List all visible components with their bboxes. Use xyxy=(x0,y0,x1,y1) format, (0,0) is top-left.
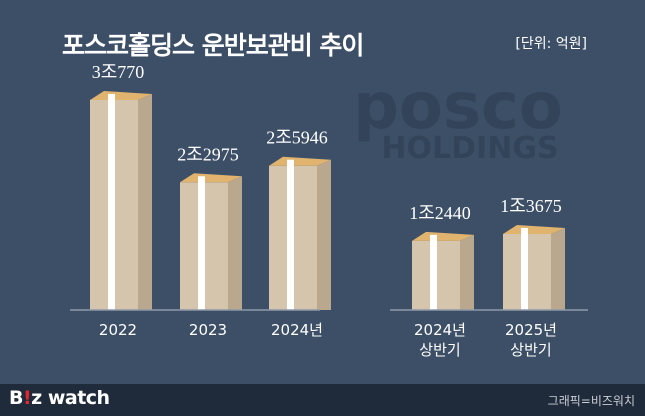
chart-svg: posco HOLDINGS 3조770 2022 2조2975 2023 2조5946… xyxy=(70,62,588,359)
brand-text: z watch xyxy=(31,387,110,409)
x-tick-label: 2025년 xyxy=(505,321,557,339)
x-tick-label: 상반기 xyxy=(510,341,551,359)
bar-band xyxy=(108,94,115,310)
x-tick-label: 2022 xyxy=(99,321,137,339)
bar-side xyxy=(228,176,242,310)
bar-top xyxy=(503,224,565,234)
graphic-credit: 그래픽=비즈워치 xyxy=(547,394,635,408)
x-tick-label: 상반기 xyxy=(419,341,460,359)
bar-2024년 xyxy=(269,156,331,310)
bar-2023 xyxy=(180,173,242,310)
data-label: 2조2975 xyxy=(177,144,239,164)
bar-band xyxy=(521,227,528,310)
bar-side xyxy=(138,94,152,310)
x-tick-label: 2024년 xyxy=(271,321,323,339)
bar-side xyxy=(460,234,474,310)
x-tick-label: 2023 xyxy=(189,321,227,339)
bar-band xyxy=(287,159,294,310)
bar-side xyxy=(317,159,331,310)
data-label: 1조3675 xyxy=(500,196,562,216)
bar-top xyxy=(269,156,331,166)
footer-bar: B!z watch 그래픽=비즈워치 xyxy=(0,384,645,416)
unit-label: [단위: 억원] xyxy=(515,36,587,52)
x-tick-label: 2024년 xyxy=(414,321,466,339)
bar-band xyxy=(430,234,437,310)
bar-2022 xyxy=(90,91,152,310)
axis-layer: 3조770 2022 2조2975 2023 2조5946 2024년 1조2440 2024… xyxy=(70,62,588,359)
brand-exclamation: ! xyxy=(22,387,32,409)
brand-logo: B!z watch xyxy=(9,387,110,409)
bar-2025년-상반기 xyxy=(503,224,565,310)
bar-side xyxy=(551,227,565,310)
bar-top xyxy=(180,173,242,183)
bars-layer xyxy=(90,91,565,310)
bar-top xyxy=(412,231,474,241)
bar-top xyxy=(90,91,152,100)
data-label: 1조2440 xyxy=(409,203,471,223)
data-label: 2조5946 xyxy=(266,128,328,148)
data-label: 3조770 xyxy=(92,62,145,82)
chart-title: 포스코홀딩스 운반보관비 추이 xyxy=(62,31,364,60)
brand-b: B xyxy=(9,387,23,409)
bar-2024년-상반기 xyxy=(412,231,474,310)
watermark-holdings: HOLDINGS xyxy=(381,131,558,166)
watermark-posco: posco xyxy=(353,70,563,144)
bar-band xyxy=(198,176,205,310)
